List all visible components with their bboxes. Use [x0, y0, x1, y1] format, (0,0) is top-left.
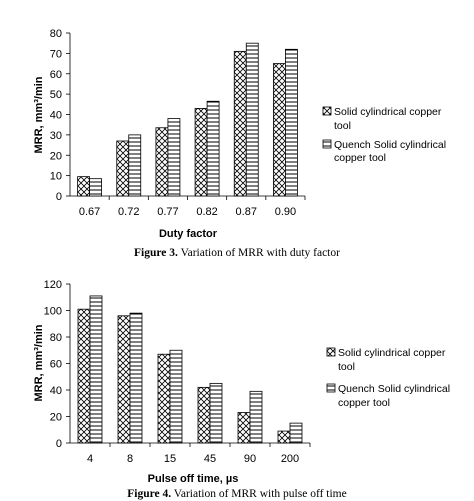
bar-solid-tool	[197, 386, 211, 444]
x-tick-label: 0.67	[79, 206, 100, 218]
bar-quench-tool	[169, 349, 183, 444]
y-tick-label: 70	[50, 48, 62, 60]
bar-solid-tool	[233, 50, 247, 197]
bar-quench-tool	[289, 422, 303, 444]
legend-label-quench-line1: Quench Solid cylindrical	[334, 139, 446, 151]
chart-bars	[77, 295, 303, 444]
x-tick-label: 0.82	[196, 206, 217, 218]
y-tick-label: 30	[50, 130, 62, 142]
bar-solid-tool	[157, 353, 171, 444]
x-tick-label: 8	[127, 453, 133, 465]
bar-quench-tool	[245, 42, 259, 197]
legend-label-solid-line1: Solid cylindrical copper	[334, 106, 442, 118]
caption-label: Figure 3.	[134, 247, 178, 259]
bar-quench-tool	[128, 134, 142, 197]
bar-quench-tool	[209, 382, 223, 444]
x-tick-label: 4	[87, 453, 93, 465]
legend-label-solid-line1: Solid cylindrical copper	[338, 347, 446, 359]
x-axis-label: Duty factor	[159, 228, 218, 240]
y-tick-label: 40	[50, 110, 62, 122]
y-tick-label: 80	[50, 28, 62, 40]
bar-solid-tool	[116, 140, 130, 197]
x-tick-label: 0.77	[157, 206, 178, 218]
x-tick-label: 200	[281, 453, 299, 465]
x-tick-label: 15	[164, 453, 176, 465]
x-tick-label: 90	[244, 453, 256, 465]
legend-swatch-solid	[322, 106, 332, 116]
y-tick-label: 60	[50, 69, 62, 81]
y-tick-label: 10	[50, 171, 62, 183]
y-axis-label: MRR, mm³/min	[33, 76, 45, 153]
x-tick-label: 0.72	[118, 206, 139, 218]
caption-text: Variation of MRR with duty factor	[178, 247, 340, 259]
bar-solid-tool	[237, 412, 251, 444]
legend-swatch-quench	[322, 139, 332, 149]
y-tick-label: 120	[44, 279, 62, 291]
y-tick-label: 60	[50, 359, 62, 371]
bar-quench-tool	[89, 295, 103, 444]
y-tick-label: 40	[50, 385, 62, 397]
chart-axes	[66, 32, 306, 200]
y-axis-label: MRR, mm³/min	[33, 324, 45, 401]
x-tick-label: 0.87	[236, 206, 257, 218]
legend-swatch-solid	[326, 347, 336, 357]
chart-tick-labels: 0 20 40 60 80 100 120 4 8 15 45 90 200	[44, 279, 300, 465]
y-tick-label: 100	[44, 306, 62, 318]
legend-label-solid-line2: tool	[338, 361, 355, 373]
bar-solid-tool	[77, 308, 91, 444]
bar-solid-tool	[117, 315, 131, 444]
bar-solid-tool	[277, 430, 291, 444]
legend: Solid cylindrical copper tool Quench Sol…	[326, 347, 450, 409]
mrr-duty-factor-chart: 0 10 20 30 40 50 60 70 80 0.67 0.72 0.77 0.82 0.87 0.9…	[33, 28, 446, 259]
bar-solid-tool	[77, 176, 90, 197]
caption-text: Variation of MRR with pulse off time	[171, 488, 347, 500]
y-tick-label: 20	[50, 150, 62, 162]
x-tick-label: 0.90	[275, 206, 296, 218]
x-tick-label: 45	[204, 453, 216, 465]
legend-label-quench-line2: copper tool	[338, 397, 390, 409]
bar-quench-tool	[206, 100, 220, 197]
legend-label-quench-line1: Quench Solid cylindrical	[338, 383, 450, 395]
chart-axes	[66, 283, 311, 447]
y-tick-label: 80	[50, 332, 62, 344]
y-tick-label: 20	[50, 412, 62, 424]
bar-quench-tool	[89, 178, 102, 197]
chart-tick-labels: 0 10 20 30 40 50 60 70 80 0.67 0.72 0.77 0.82 0.87 0.9…	[50, 28, 296, 218]
y-tick-label: 50	[50, 89, 62, 101]
bar-quench-tool	[129, 312, 143, 444]
legend-label-quench-line2: copper tool	[334, 152, 386, 164]
bar-quench-tool	[249, 390, 263, 444]
figure-caption: Figure 3. Variation of MRR with duty fac…	[134, 247, 340, 259]
legend-label-solid-line2: tool	[334, 120, 351, 132]
figure-caption: Figure 4. Variation of MRR with pulse of…	[127, 488, 346, 500]
bar-solid-tool	[194, 107, 208, 197]
y-tick-label: 0	[56, 191, 62, 203]
legend: Solid cylindrical copper tool Quench Sol…	[322, 106, 446, 164]
legend-swatch-quench	[326, 383, 336, 393]
x-axis-label: Pulse off time, µs	[148, 473, 239, 485]
bar-quench-tool	[167, 118, 181, 197]
y-tick-label: 0	[56, 438, 62, 450]
bar-quench-tool	[285, 48, 298, 197]
chart-bars	[77, 42, 298, 197]
bar-solid-tool	[155, 127, 169, 197]
bar-solid-tool	[273, 63, 286, 197]
caption-label: Figure 4.	[127, 488, 171, 500]
